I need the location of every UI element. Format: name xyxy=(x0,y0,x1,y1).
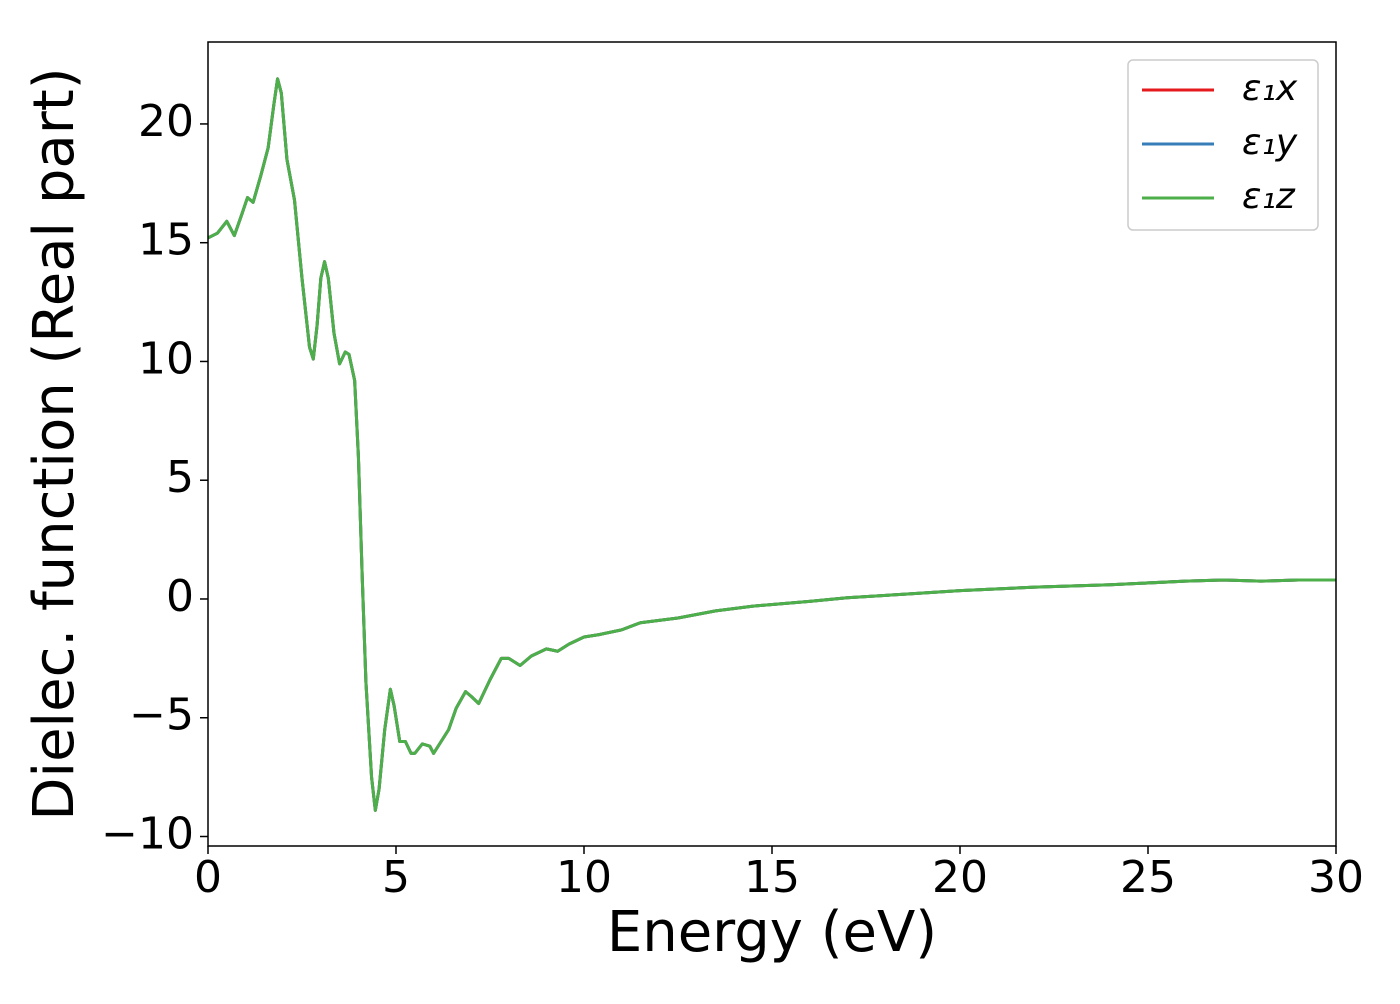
x-tick-label: 10 xyxy=(556,852,612,903)
y-tick-label: −5 xyxy=(129,690,194,741)
x-tick-label: 15 xyxy=(744,852,800,903)
y-tick-label: 0 xyxy=(166,571,194,622)
legend-label: ε₁z xyxy=(1242,176,1296,217)
x-axis-label: Energy (eV) xyxy=(607,900,937,965)
x-tick-label: 25 xyxy=(1120,852,1176,903)
series-line xyxy=(207,77,1336,812)
legend-label: ε₁x xyxy=(1242,68,1298,109)
x-tick-label: 30 xyxy=(1308,852,1364,903)
y-tick-label: −10 xyxy=(101,808,194,859)
x-tick-label: 20 xyxy=(932,852,988,903)
legend-label: ε₁y xyxy=(1242,122,1298,163)
x-tick-label: 5 xyxy=(382,852,410,903)
y-tick-label: 20 xyxy=(138,96,194,147)
y-tick-label: 5 xyxy=(166,452,194,503)
y-tick-label: 15 xyxy=(138,215,194,266)
plot-frame xyxy=(207,41,1337,847)
legend-box xyxy=(1127,59,1319,231)
x-tick-label: 0 xyxy=(194,852,222,903)
y-axis-label: Dielec. function (Real part) xyxy=(22,67,87,820)
y-tick-label: 10 xyxy=(138,333,194,384)
